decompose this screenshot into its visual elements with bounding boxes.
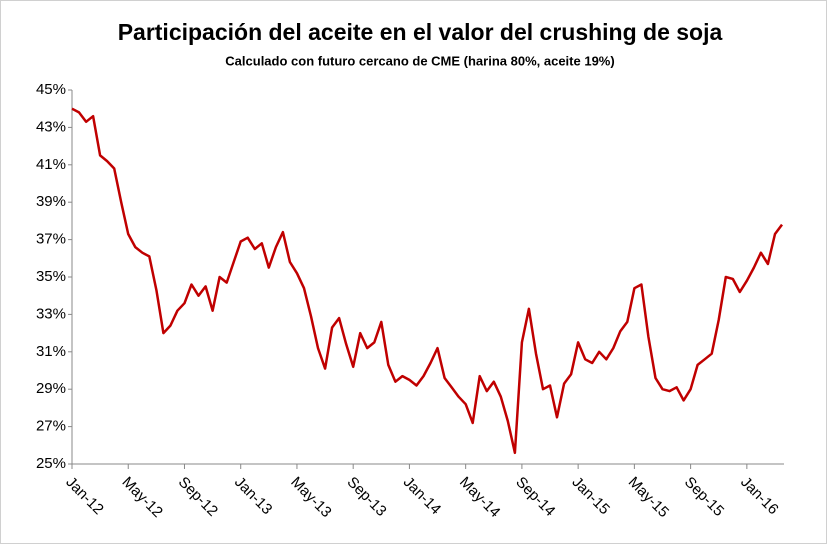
y-tick-label: 35% — [36, 268, 66, 285]
y-tick-label: 31% — [36, 343, 66, 360]
chart-title: Participación del aceite en el valor del… — [118, 19, 723, 45]
y-tick-label: 29% — [36, 380, 66, 397]
y-tick-label: 27% — [36, 418, 66, 435]
y-tick-label: 43% — [36, 118, 66, 135]
y-tick-label: 37% — [36, 231, 66, 248]
y-tick-label: 45% — [36, 81, 66, 98]
y-tick-label: 39% — [36, 193, 66, 210]
chart-subtitle: Calculado con futuro cercano de CME (har… — [225, 53, 614, 68]
y-tick-label: 33% — [36, 305, 66, 322]
y-tick-label: 41% — [36, 156, 66, 173]
y-tick-label: 25% — [36, 455, 66, 472]
line — [71, 107, 784, 455]
